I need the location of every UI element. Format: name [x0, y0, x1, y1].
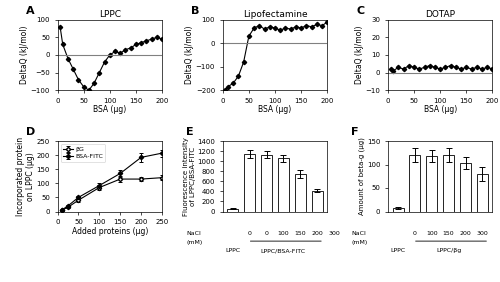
- Text: 0: 0: [413, 231, 417, 236]
- Bar: [443, 155, 454, 212]
- Bar: [312, 191, 322, 212]
- Text: (mM): (mM): [186, 240, 202, 245]
- Bar: [477, 174, 488, 212]
- Text: 100: 100: [426, 231, 438, 236]
- Bar: [278, 158, 289, 212]
- Text: A: A: [26, 6, 35, 16]
- Text: E: E: [186, 127, 194, 137]
- Text: 200: 200: [312, 231, 323, 236]
- X-axis label: BSA (µg): BSA (µg): [424, 105, 457, 114]
- Text: LPPC/βg: LPPC/βg: [436, 248, 462, 253]
- Text: D: D: [26, 127, 36, 137]
- X-axis label: BSA (µg): BSA (µg): [258, 105, 292, 114]
- Text: C: C: [356, 6, 364, 16]
- X-axis label: BSA (µg): BSA (µg): [93, 105, 126, 114]
- Y-axis label: Fluorescence intensity
of LPPC/BSA-FITC: Fluorescence intensity of LPPC/BSA-FITC: [182, 137, 196, 216]
- Text: LPPC: LPPC: [390, 248, 406, 253]
- Text: 0: 0: [248, 231, 252, 236]
- Bar: [228, 209, 238, 212]
- Text: NaCl: NaCl: [352, 231, 366, 236]
- Y-axis label: DeltaQ (kJ/mol): DeltaQ (kJ/mol): [186, 26, 194, 84]
- Bar: [426, 156, 438, 212]
- Text: F: F: [352, 127, 359, 137]
- Text: 100: 100: [278, 231, 289, 236]
- Text: 300: 300: [328, 231, 340, 236]
- Y-axis label: DeltaQ (kJ/mol): DeltaQ (kJ/mol): [355, 26, 364, 84]
- Bar: [244, 154, 255, 212]
- Text: LPPC: LPPC: [226, 248, 240, 253]
- Bar: [460, 163, 471, 212]
- Text: LPPC/BSA-FITC: LPPC/BSA-FITC: [261, 248, 306, 253]
- Bar: [261, 155, 272, 212]
- Text: 150: 150: [294, 231, 306, 236]
- Text: 0: 0: [264, 231, 268, 236]
- Bar: [392, 208, 404, 212]
- Title: DOTAP: DOTAP: [425, 10, 455, 19]
- Text: NaCl: NaCl: [186, 231, 201, 236]
- Text: (mM): (mM): [352, 240, 368, 245]
- Text: 300: 300: [476, 231, 488, 236]
- Y-axis label: Amount of beta-g (µg): Amount of beta-g (µg): [359, 137, 366, 215]
- Text: B: B: [192, 6, 200, 16]
- Title: LPPC: LPPC: [99, 10, 121, 19]
- Title: Lipofectamine: Lipofectamine: [242, 10, 308, 19]
- Bar: [295, 174, 306, 212]
- Text: 200: 200: [460, 231, 471, 236]
- Bar: [410, 155, 420, 212]
- X-axis label: Added proteins (µg): Added proteins (µg): [72, 226, 148, 235]
- Legend: βG, BSA-FITC: βG, BSA-FITC: [60, 144, 106, 162]
- Y-axis label: Incorporated protein
on LPPC (µg): Incorporated protein on LPPC (µg): [16, 137, 35, 216]
- Y-axis label: DeltaQ (kJ/mol): DeltaQ (kJ/mol): [20, 26, 29, 84]
- Text: 150: 150: [443, 231, 454, 236]
